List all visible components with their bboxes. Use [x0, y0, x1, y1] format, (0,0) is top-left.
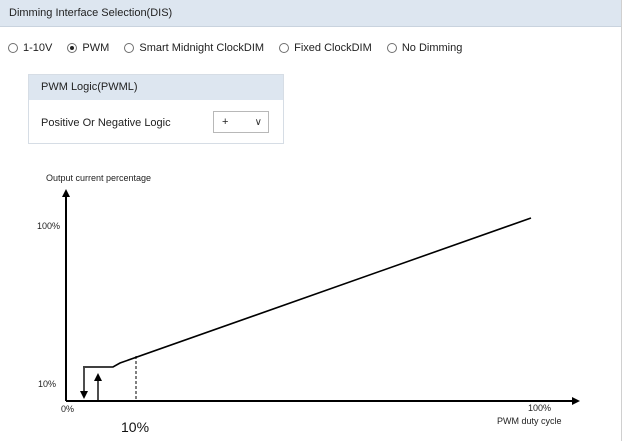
option-label: No Dimming — [401, 42, 463, 54]
option-label: PWM — [82, 42, 110, 54]
option-fixed-clockdim[interactable]: Fixed ClockDIM — [279, 42, 372, 54]
y-tick-100: 100% — [37, 221, 60, 231]
pwm-logic-header: PWM Logic(PWML) — [29, 75, 283, 100]
panel-title: Dimming Interface Selection(DIS) — [9, 7, 173, 19]
pwm-logic-title: PWM Logic(PWML) — [41, 81, 138, 93]
x-tick-0: 0% — [61, 404, 74, 414]
radio-smart-midnight-clockdim[interactable] — [124, 43, 135, 53]
option-label: Smart Midnight ClockDIM — [139, 42, 265, 54]
duty-marker-label: 10% — [121, 419, 149, 435]
option-smart-midnight-clockdim[interactable]: Smart Midnight ClockDIM — [124, 42, 264, 54]
option-no-dimming[interactable]: No Dimming — [386, 42, 463, 54]
logic-select[interactable]: + ∨ — [213, 111, 269, 133]
pwm-logic-panel: PWM Logic(PWML) Positive Or Negative Log… — [28, 74, 284, 144]
x-tick-100: 100% — [528, 403, 551, 413]
pwm-chart: Output current percentage 100% 10% 0% 10… — [37, 173, 580, 435]
radio-1-10v[interactable] — [8, 43, 18, 53]
panel-header: Dimming Interface Selection(DIS) — [0, 0, 621, 27]
logic-select-value: + — [222, 116, 229, 128]
radio-fixed-clockdim[interactable] — [279, 43, 290, 53]
response-line — [83, 217, 532, 368]
y-tick-10: 10% — [38, 379, 56, 389]
dimming-options: 1-10V PWM Smart Midnight ClockDIM Fixed … — [8, 42, 474, 58]
x-axis-title: PWM duty cycle — [497, 416, 562, 426]
radio-pwm[interactable] — [67, 43, 78, 53]
option-pwm[interactable]: PWM — [67, 42, 109, 54]
option-label: 1-10V — [23, 42, 53, 54]
chevron-down-icon: ∨ — [254, 117, 262, 128]
option-label: Fixed ClockDIM — [294, 42, 372, 54]
logic-label: Positive Or Negative Logic — [41, 117, 171, 129]
radio-no-dimming[interactable] — [386, 43, 397, 53]
option-1-10v[interactable]: 1-10V — [8, 42, 52, 54]
y-axis-title: Output current percentage — [46, 173, 151, 183]
